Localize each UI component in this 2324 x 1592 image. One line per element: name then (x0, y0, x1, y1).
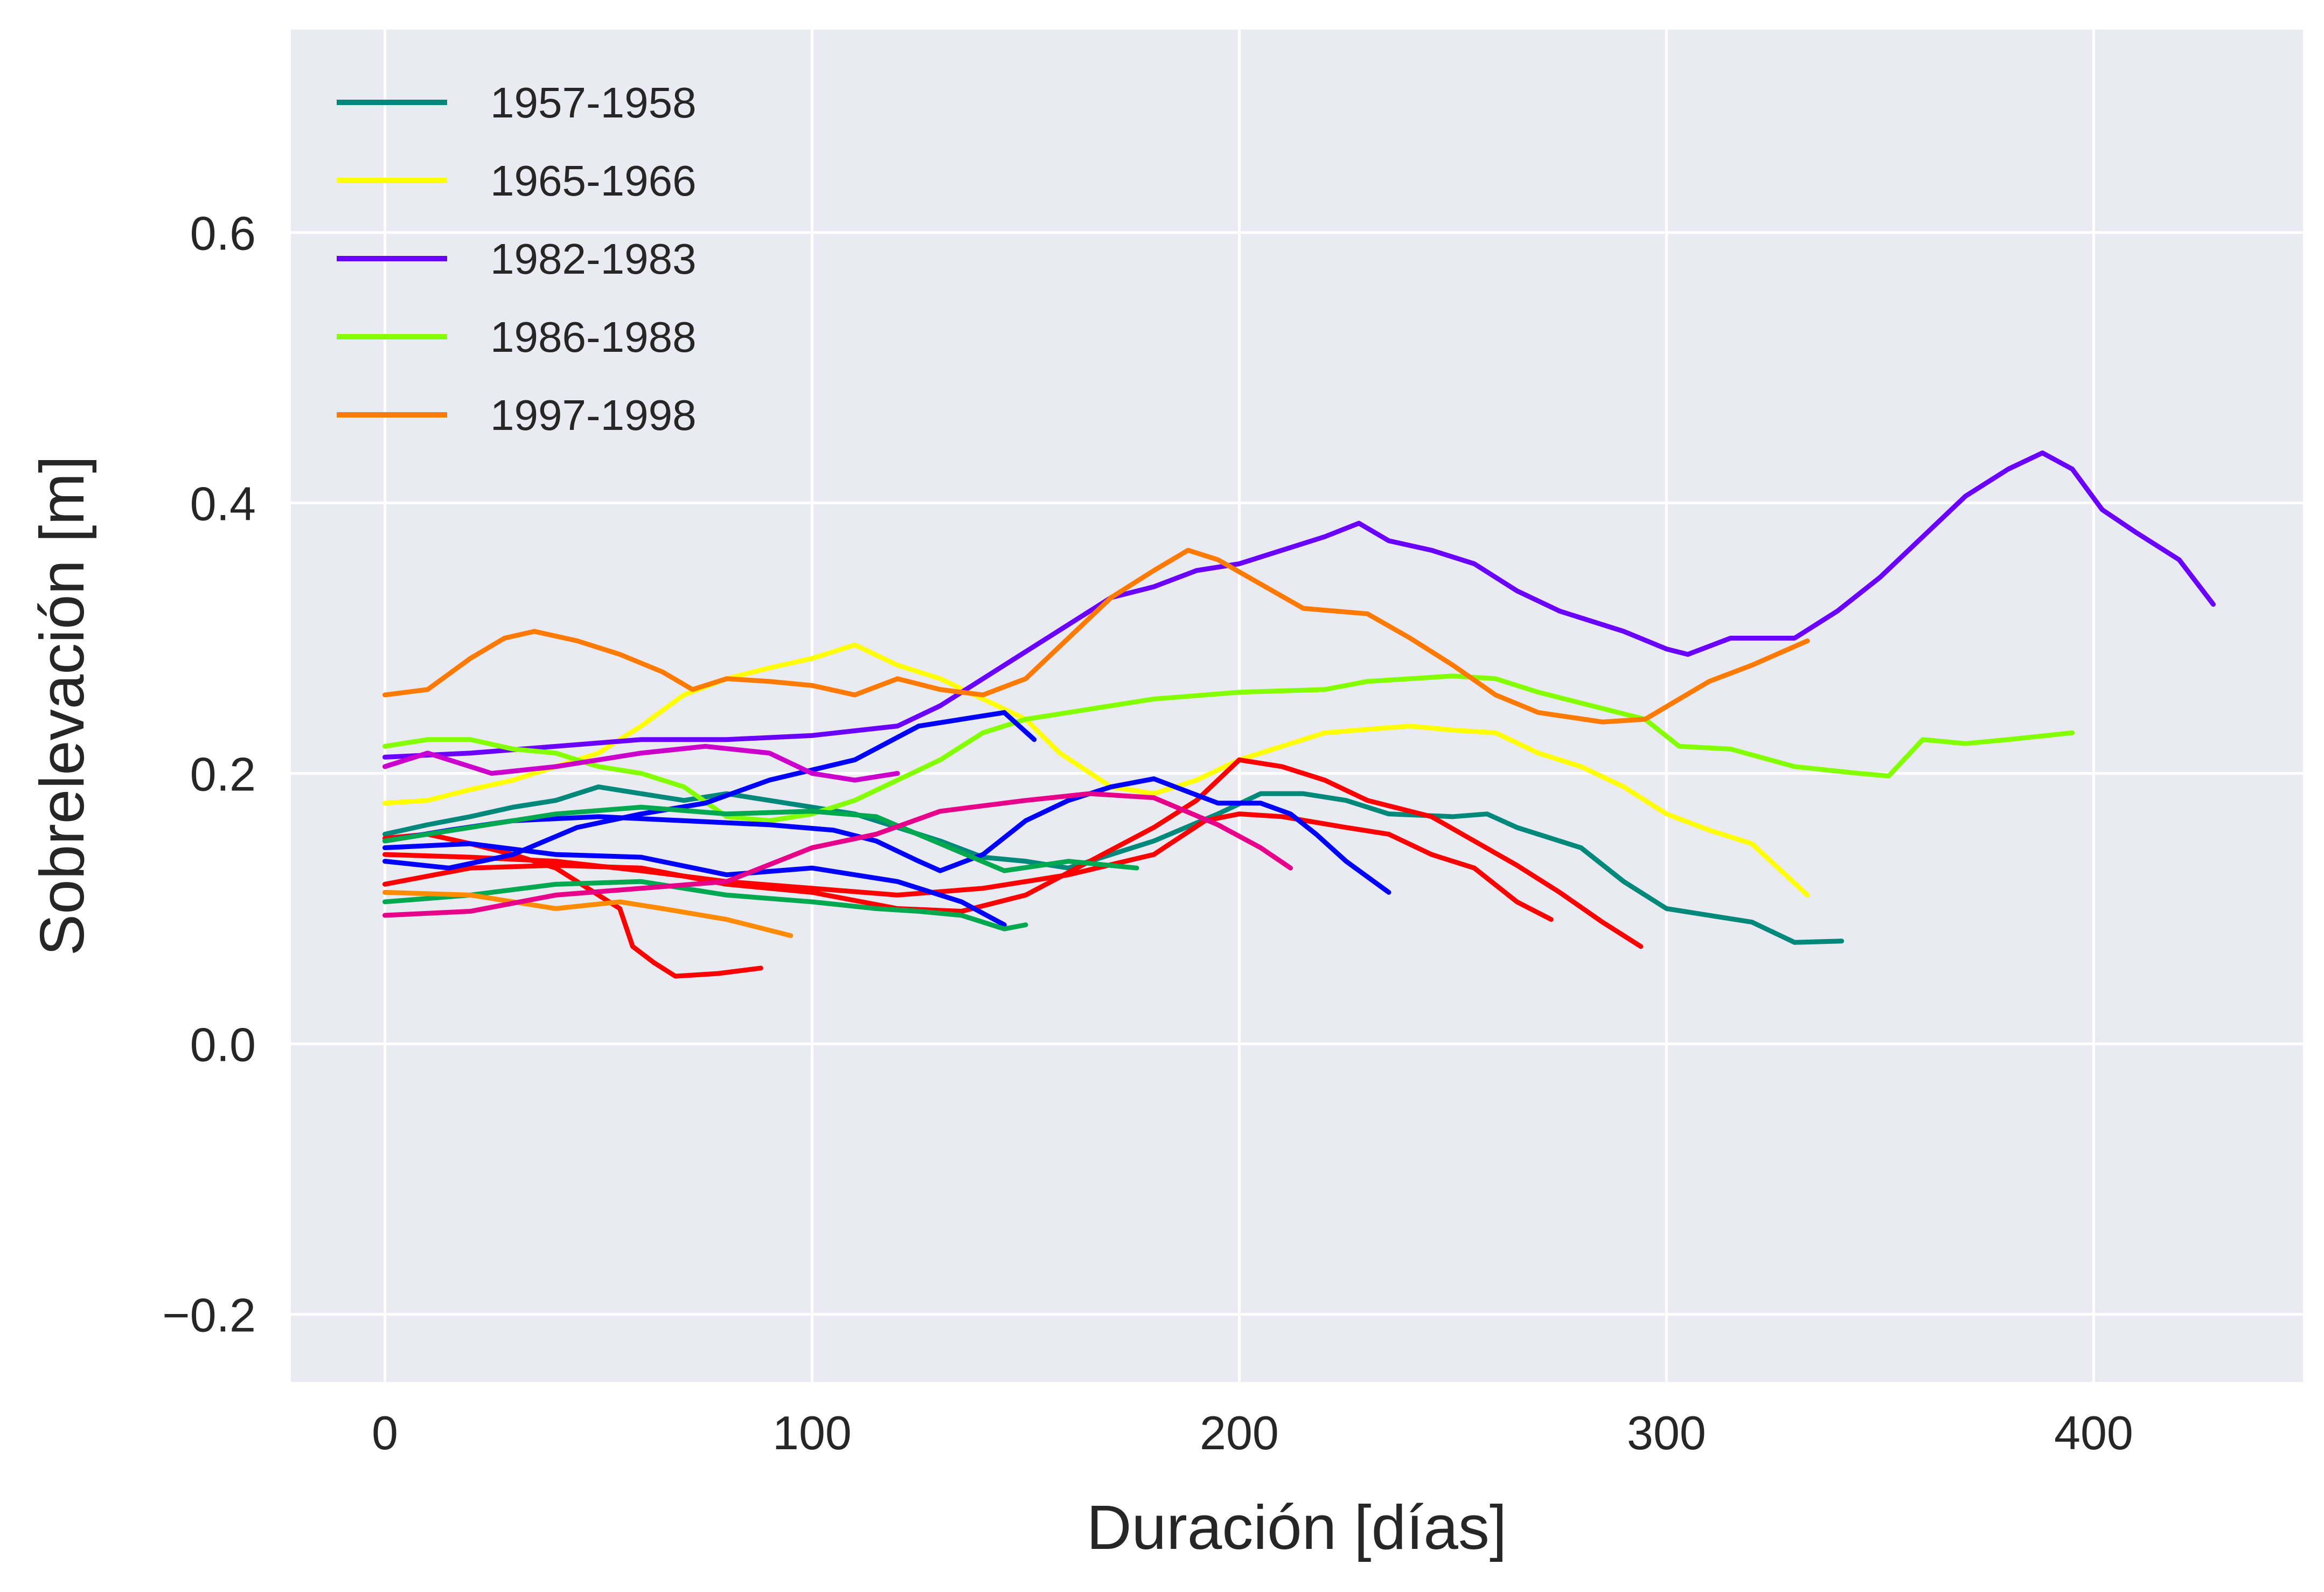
series-line-6 (382, 811, 1554, 922)
x-tick-label: 300 (1627, 1406, 1706, 1459)
legend-label: 1997-1998 (490, 391, 697, 439)
series-line-1957-1958 (382, 784, 1845, 945)
y-tick-label: 0.0 (190, 1018, 256, 1072)
legend-label: 1986-1988 (490, 313, 697, 361)
series-line-14 (382, 743, 900, 783)
y-tick-label: 0.4 (190, 477, 256, 531)
series-lines (382, 450, 2216, 979)
x-axis-label: Duración [días] (1087, 1492, 1507, 1562)
x-tick-label: 0 (372, 1406, 398, 1459)
y-tick-label: 0.2 (190, 748, 256, 801)
plot-background (291, 30, 2303, 1382)
y-tick-label: 0.6 (190, 207, 256, 260)
series-line-1986-1988 (382, 673, 2075, 823)
x-tick-label: 100 (773, 1406, 852, 1459)
series-line-7 (382, 757, 1644, 949)
series-line-13 (382, 889, 794, 938)
legend-label: 1965-1966 (490, 157, 697, 205)
series-line-11 (382, 879, 1028, 931)
series-line-10 (382, 841, 1007, 928)
series-line-15 (382, 791, 1293, 918)
x-tick-label: 200 (1200, 1406, 1279, 1459)
series-line-9 (382, 710, 1037, 871)
y-tick-label: −0.2 (162, 1289, 256, 1342)
series-line-1982-1983 (382, 450, 2216, 760)
legend: 1957-1958 1965-1966 1982-1983 1986-1988 1997… (337, 79, 697, 439)
y-axis-label: Sobrelevación [m] (27, 456, 97, 956)
legend-label: 1957-1958 (490, 79, 697, 127)
x-tick-label: 400 (2054, 1406, 2133, 1459)
series-line-1997-1998 (382, 547, 1810, 725)
legend-label: 1982-1983 (490, 235, 697, 283)
series-line-12 (382, 804, 1139, 873)
tick-labels: 0 100 200 300 400 −0.2 0.0 0.2 0.4 0.6 (162, 207, 2133, 1460)
